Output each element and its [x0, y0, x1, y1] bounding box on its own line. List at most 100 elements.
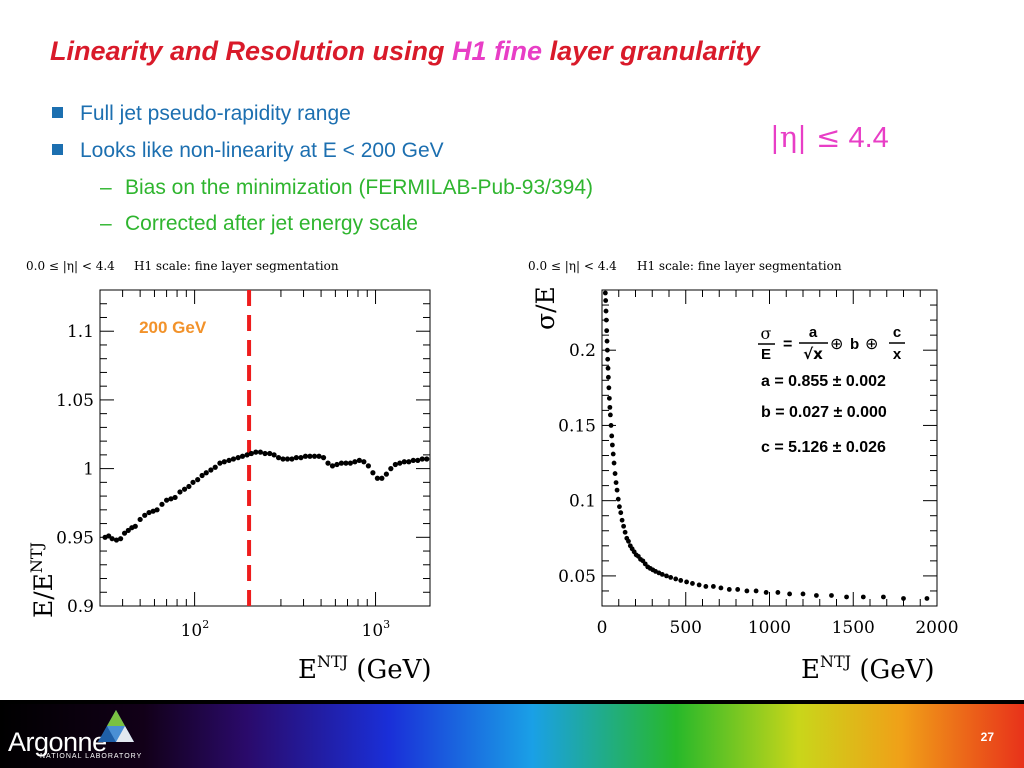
- data-point: [379, 475, 385, 481]
- chart1-frame: [99, 289, 431, 607]
- y-tick-label: 0.9: [67, 597, 94, 617]
- fit-param-b: b = 0.027 ± 0.000: [761, 404, 887, 421]
- data-point: [338, 460, 345, 466]
- data-point: [137, 516, 143, 523]
- data-point: [334, 461, 340, 468]
- bullet-1: Full jet pseudo-rapidity range: [52, 102, 351, 126]
- data-point: [844, 594, 849, 600]
- data-point: [226, 457, 232, 463]
- data-point: [113, 537, 120, 543]
- formula-x: x: [893, 346, 902, 363]
- data-point: [612, 471, 618, 476]
- data-point: [316, 453, 322, 459]
- eta-symbol: |η| ≤: [770, 120, 841, 154]
- y-tick-label: 0.05: [558, 567, 596, 587]
- data-point: [154, 507, 160, 513]
- data-point: [271, 452, 277, 458]
- data-point: [325, 460, 331, 466]
- chart2-xlabel: E: [801, 655, 820, 685]
- y-tick-label: 0.1: [569, 492, 596, 512]
- data-point: [617, 504, 622, 510]
- data-point: [347, 460, 353, 466]
- subbullet-2: – Corrected after jet energy scale: [100, 212, 418, 236]
- argonne-logo-subtext: NATIONAL LABORATORY: [40, 753, 143, 760]
- data-point: [199, 472, 205, 479]
- argonne-logo-text: Argonne: [8, 727, 107, 757]
- data-point: [690, 581, 695, 586]
- data-point: [603, 308, 609, 314]
- data-point: [604, 347, 610, 353]
- data-point: [221, 459, 227, 465]
- data-point: [763, 590, 769, 595]
- data-point: [311, 453, 318, 459]
- data-point: [860, 594, 866, 600]
- bullet-2: Looks like non-linearity at E < 200 GeV: [52, 139, 444, 163]
- y-tick-label: 0.95: [56, 528, 94, 548]
- data-point: [267, 450, 273, 457]
- data-point: [787, 591, 792, 597]
- data-point: [901, 596, 906, 601]
- data-point: [320, 455, 327, 461]
- data-point: [668, 575, 674, 580]
- eta-range-label: |η| ≤ 4.4: [770, 120, 889, 155]
- data-point: [610, 451, 616, 457]
- chart1-x-axis-label: ENTJ (GeV): [298, 652, 432, 685]
- data-point: [388, 466, 394, 472]
- chart2-y-axis-label: σ/E: [531, 286, 560, 330]
- data-point: [726, 587, 732, 592]
- page-number: 27: [980, 730, 994, 744]
- y-tick-label: 1: [83, 460, 94, 480]
- data-point: [775, 590, 781, 595]
- data-point: [374, 475, 380, 481]
- data-point: [703, 584, 709, 589]
- chart2-x-axis-label: ENTJ (GeV): [801, 652, 935, 685]
- data-point: [392, 461, 398, 468]
- data-point: [619, 517, 625, 523]
- bullet-1-text: Full jet pseudo-rapidity range: [80, 102, 351, 125]
- data-point: [621, 523, 627, 529]
- data-point: [289, 456, 295, 462]
- data-point: [684, 579, 689, 585]
- slide-title: Linearity and Resolution using H1 fine l…: [50, 36, 760, 67]
- fit-param-c: c = 5.126 ± 0.026: [761, 439, 886, 456]
- data-point: [208, 467, 214, 473]
- data-point: [365, 463, 371, 469]
- title-highlight: H1 fine: [452, 36, 543, 66]
- data-point: [109, 536, 115, 542]
- data-point: [397, 460, 403, 466]
- data-point: [814, 593, 819, 598]
- data-point: [356, 457, 362, 463]
- data-point: [284, 456, 291, 462]
- data-point: [735, 587, 741, 592]
- y-tick-label: 1.05: [56, 391, 94, 411]
- data-point: [168, 496, 174, 502]
- data-point: [343, 460, 349, 466]
- data-point: [678, 578, 684, 583]
- data-point: [257, 449, 263, 455]
- data-point: [614, 487, 620, 493]
- data-point: [605, 374, 611, 380]
- chart2-header-right: H1 scale: fine layer segmentation: [637, 259, 842, 273]
- data-point: [217, 460, 223, 466]
- data-point: [419, 456, 425, 462]
- data-point: [401, 459, 407, 465]
- data-point: [262, 450, 268, 457]
- data-point: [608, 423, 614, 428]
- data-point: [415, 457, 421, 463]
- bullet-2-text: Looks like non-linearity at E < 200 GeV: [80, 139, 444, 162]
- data-point: [253, 449, 259, 455]
- data-point: [212, 464, 218, 470]
- data-point: [186, 483, 192, 490]
- data-point: [280, 456, 286, 462]
- data-point: [118, 536, 124, 542]
- data-point: [603, 298, 609, 303]
- chart1-y-axis-label: E/ENTJ: [27, 542, 58, 618]
- data-point: [800, 591, 806, 597]
- formula-oplus-2: ⊕: [865, 334, 878, 353]
- data-point: [406, 459, 412, 465]
- data-point: [329, 463, 336, 469]
- chart1-xlabel-unit: (GeV): [348, 655, 431, 685]
- data-point: [604, 328, 610, 334]
- resolution-chart: 0.0 ≤ |η| < 4.4 H1 scale: fine layer seg…: [528, 259, 959, 685]
- formula-a: a: [809, 324, 818, 341]
